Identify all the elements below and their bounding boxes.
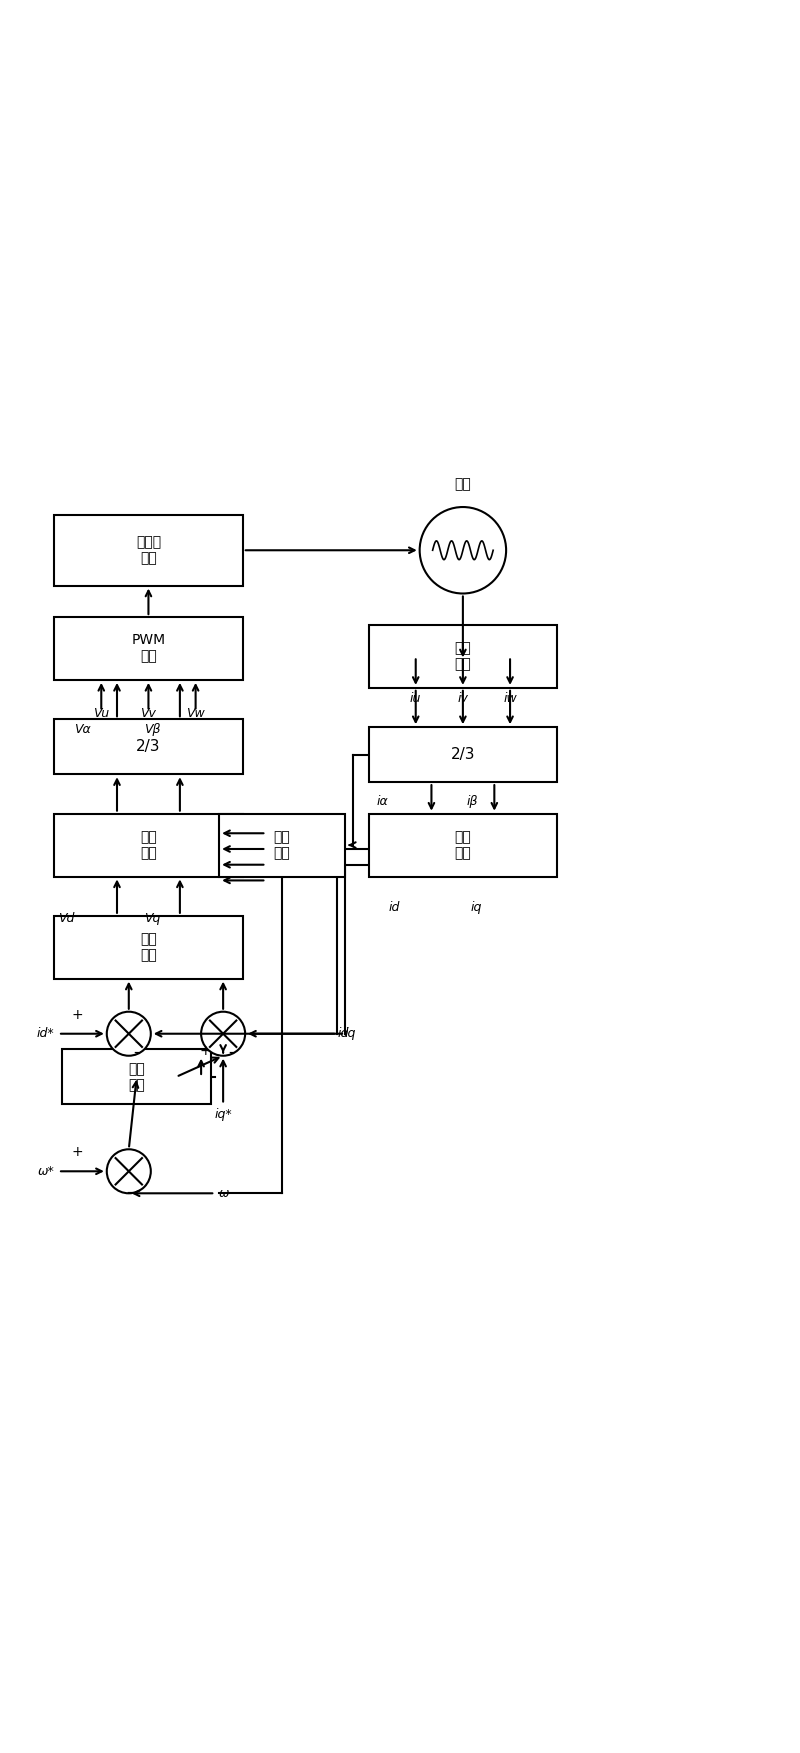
Text: 速度
控制: 速度 控制 [128,1062,145,1092]
Text: iu: iu [410,692,422,705]
Text: -: - [228,1043,234,1061]
Text: id: id [388,901,399,915]
Circle shape [106,1150,151,1194]
Text: ω*: ω* [38,1164,54,1178]
Text: iα: iα [377,796,388,808]
Text: 电流
检测: 电流 检测 [454,642,471,671]
Text: 2/3: 2/3 [136,740,161,754]
Bar [54,515,242,586]
Bar [54,813,242,876]
Bar [54,719,242,775]
Text: 坐标
变换: 坐标 变换 [454,829,471,861]
Text: PWM
整制: PWM 整制 [131,633,166,664]
Text: 电流
控制: 电流 控制 [140,933,157,962]
Text: -: - [126,1183,132,1201]
Text: 坐标
变换: 坐标 变换 [140,829,157,861]
Bar [219,813,345,876]
Text: ω: ω [219,1187,230,1199]
Text: Vd: Vd [58,912,74,926]
Text: 2/3: 2/3 [450,747,475,763]
Bar [369,624,558,687]
Text: iv: iv [458,692,468,705]
Text: iq: iq [345,1027,356,1040]
Text: +: + [199,1045,211,1059]
Bar [62,1050,211,1104]
Bar [369,727,558,782]
Text: 电机: 电机 [454,477,471,491]
Text: iβ: iβ [467,796,478,808]
Text: Vq: Vq [145,912,161,926]
Text: 三相逆
变器: 三相逆 变器 [136,535,161,566]
Text: Vv: Vv [141,708,156,720]
Text: -: - [134,1043,139,1061]
Circle shape [106,1011,151,1055]
Text: id*: id* [37,1027,54,1040]
Bar [54,617,242,680]
Text: iq*: iq* [214,1108,232,1122]
Circle shape [201,1011,245,1055]
Text: iq: iq [470,901,482,915]
Circle shape [420,507,506,594]
Text: id: id [337,1027,349,1040]
Text: 位置
估算: 位置 估算 [274,829,290,861]
Text: Vα: Vα [74,724,90,736]
Text: +: + [72,1145,83,1159]
Bar [369,813,558,876]
Text: Vu: Vu [94,708,110,720]
Bar [54,915,242,978]
Text: iw: iw [503,692,517,705]
Text: Vβ: Vβ [145,724,161,736]
Text: +: + [72,1008,83,1022]
Text: Vw: Vw [186,708,205,720]
